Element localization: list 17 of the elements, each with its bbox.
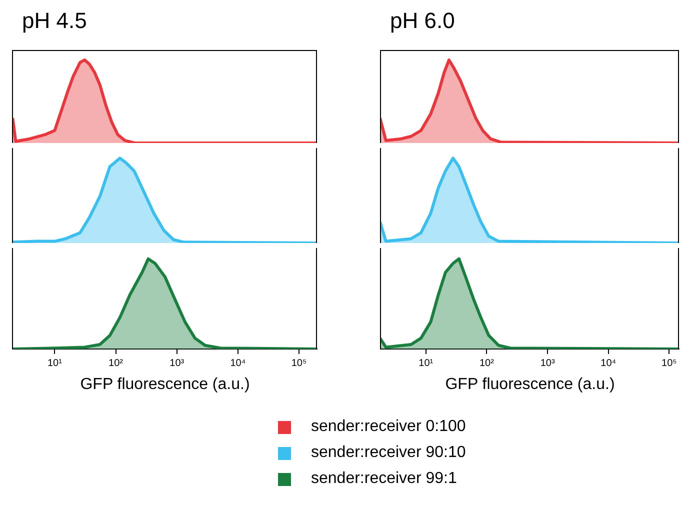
legend-label: sender:receiver 0:100 <box>311 418 466 436</box>
x-tick-label: 10⁵ <box>291 358 307 369</box>
x-tick-label: 10¹ <box>418 358 434 369</box>
x-tick-label: 10⁵ <box>662 358 677 369</box>
x-tick-label: 10⁴ <box>600 358 616 369</box>
x-tick-label: 10⁴ <box>230 358 246 369</box>
x-tick-label: 10² <box>479 358 495 369</box>
x-tick-label: 10¹ <box>47 358 63 369</box>
legend-label: sender:receiver 90:10 <box>311 444 466 462</box>
legend-label: sender:receiver 99:1 <box>311 470 457 488</box>
x-axis-title: GFP fluorescence (a.u.) <box>79 376 251 394</box>
x-tick-label: 10³ <box>170 358 185 369</box>
x-tick-label: 10³ <box>540 358 556 369</box>
x-tick-label: 10² <box>108 358 124 369</box>
chart-title: pH 6.0 <box>389 8 456 35</box>
x-axis-title: GFP fluorescence (a.u.) <box>444 376 616 394</box>
chart-title: pH 4.5 <box>21 8 88 35</box>
